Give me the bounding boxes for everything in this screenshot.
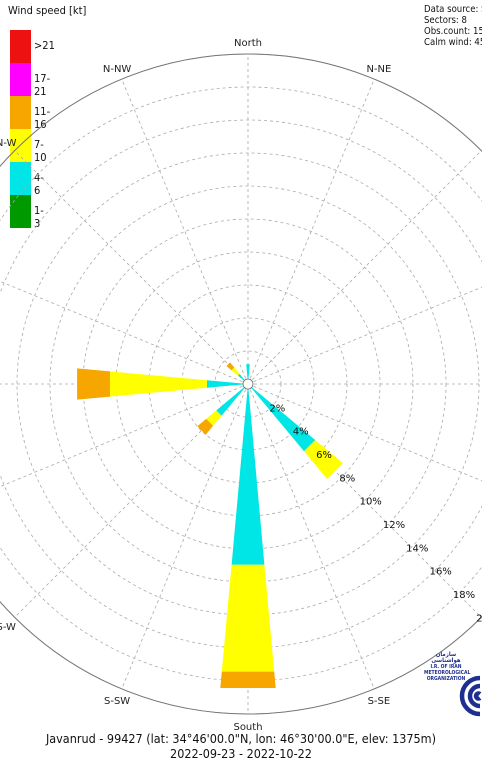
legend-swatch bbox=[10, 63, 31, 96]
grid-spoke bbox=[14, 150, 249, 385]
direction-label: S-W bbox=[0, 622, 16, 633]
radial-tick-label: 18% bbox=[453, 590, 475, 601]
grid-spoke bbox=[247, 383, 482, 482]
legend-swatch bbox=[10, 96, 31, 129]
radial-tick-label: 12% bbox=[383, 520, 405, 531]
radial-tick-label: 20% bbox=[476, 613, 482, 624]
direction-label: N-W bbox=[0, 138, 17, 149]
station-info: Javanrud - 99427 (lat: 34°46'00.0"N, lon… bbox=[45, 731, 437, 746]
radial-tick-label: 2% bbox=[269, 403, 285, 414]
date-range: 2022-09-23 - 2022-10-22 bbox=[170, 746, 312, 761]
wind-bar-segment bbox=[226, 362, 235, 371]
wind-bar-segment bbox=[246, 364, 250, 384]
legend-swatch bbox=[10, 30, 31, 63]
logo-text-fa: سازمان هواشناسی bbox=[431, 651, 461, 664]
calm-wind: Calm wind: 45.3 bbox=[424, 37, 482, 48]
wind-bar-segment bbox=[77, 368, 110, 400]
direction-label: S-SW bbox=[104, 696, 130, 707]
meteorological-organization-logo bbox=[459, 675, 482, 717]
legend-swatch bbox=[10, 195, 31, 228]
legend-label: 17-21 bbox=[34, 72, 51, 98]
direction-label: N-NW bbox=[103, 64, 132, 75]
data-source: Data source: SYN bbox=[424, 4, 482, 15]
wind-bar-segment bbox=[110, 371, 207, 397]
direction-label: South bbox=[233, 722, 262, 733]
outer-circle bbox=[0, 53, 482, 715]
legend-label: >21 bbox=[34, 39, 55, 52]
radial-tick-label: 16% bbox=[430, 567, 452, 578]
legend-label: 7-10 bbox=[34, 138, 47, 164]
legend-label: 1-3 bbox=[34, 204, 44, 230]
grid-spoke bbox=[247, 383, 375, 690]
sectors-count: Sectors: 8 bbox=[424, 15, 467, 26]
wind-bar-segment bbox=[231, 367, 240, 376]
direction-label: N-NE bbox=[366, 64, 391, 75]
wind-bar-segment bbox=[220, 671, 276, 688]
obs-count: Obs.count: 150 bbox=[424, 26, 482, 37]
grid-spoke bbox=[0, 280, 249, 385]
grid-spoke bbox=[0, 383, 249, 488]
info-box: Data source: SYN Sectors: 8 Obs.count: 1… bbox=[424, 4, 482, 48]
radial-tick-label: 6% bbox=[316, 450, 332, 461]
legend-title: Wind speed [kt] bbox=[8, 4, 87, 17]
logo-text-en: I.R. OF IRAN METEOROLOGICAL ORGANIZATION bbox=[424, 664, 471, 682]
legend-label: 4-6 bbox=[34, 171, 44, 197]
wind-bar-segment bbox=[197, 418, 214, 435]
grid-spoke bbox=[247, 78, 375, 385]
radial-tick-label: 8% bbox=[339, 473, 355, 484]
wind-bar-segment bbox=[216, 384, 248, 416]
grid-spoke bbox=[247, 286, 482, 385]
radial-tick-label: 10% bbox=[360, 497, 382, 508]
wind-bar-segment bbox=[304, 440, 344, 480]
wind-bar-segment bbox=[248, 384, 316, 452]
direction-label: S-SE bbox=[368, 696, 391, 707]
logo-text: سازمان هواشناسی I.R. OF IRAN METEOROLOGI… bbox=[424, 651, 471, 683]
calm-circle bbox=[242, 378, 254, 390]
radial-tick-label: 4% bbox=[293, 427, 309, 438]
grid-spoke bbox=[121, 383, 249, 690]
direction-label: North bbox=[234, 38, 262, 49]
grid-circle bbox=[0, 86, 482, 682]
grid-spoke bbox=[247, 150, 482, 385]
wind-bar-segment bbox=[221, 564, 275, 672]
legend-label: 11-16 bbox=[34, 105, 51, 131]
wind-bar-segment bbox=[206, 410, 222, 426]
wind-bar-segment bbox=[231, 384, 265, 565]
wind-bar-segment bbox=[206, 380, 248, 388]
grid-spoke bbox=[121, 78, 249, 385]
radial-tick-label: 14% bbox=[406, 543, 428, 554]
